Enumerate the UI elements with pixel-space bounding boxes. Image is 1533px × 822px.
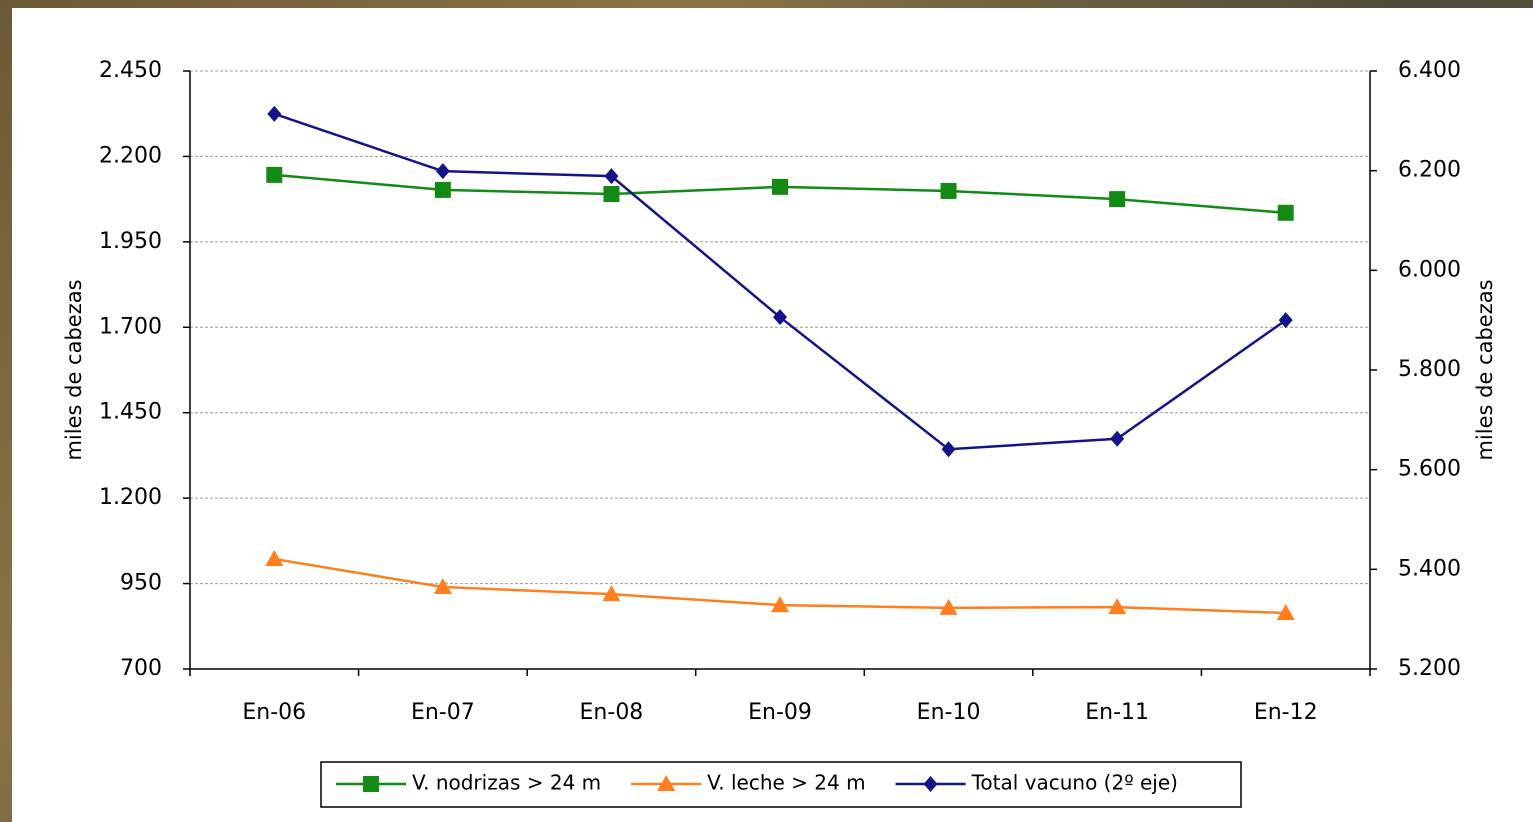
data-point (1109, 191, 1126, 208)
data-point (267, 105, 282, 122)
legend-label: V. nodrizas > 24 m (412, 771, 601, 795)
data-point (1276, 603, 1295, 620)
legend-label: Total vacuno (2º eje) (971, 771, 1178, 795)
legend-marker (657, 775, 676, 791)
y-tick-label: 1.200 (99, 485, 162, 510)
y2-tick-label: 6.000 (1398, 257, 1461, 282)
data-point (603, 186, 620, 203)
y2-tick-label: 5.400 (1398, 556, 1461, 581)
data-point (1108, 598, 1127, 615)
y2-tick-label: 6.200 (1398, 158, 1461, 183)
y-axis-title: miles de cabezas (62, 279, 86, 460)
y2-tick-label: 5.200 (1398, 656, 1461, 681)
x-tick-label: En-11 (1085, 700, 1149, 725)
x-tick-label: En-08 (580, 700, 644, 725)
data-point (1278, 312, 1293, 329)
data-point (434, 181, 451, 198)
y-tick-label: 700 (120, 656, 162, 681)
y2-tick-label: 6.400 (1398, 58, 1461, 83)
data-point (604, 168, 619, 185)
data-point (773, 309, 787, 326)
data-point (1110, 430, 1125, 447)
y-tick-label: 2.450 (99, 58, 162, 83)
data-point (1277, 204, 1294, 221)
x-tick-label: En-10 (917, 700, 981, 725)
legend-marker (363, 776, 379, 792)
y-tick-label: 2.200 (99, 143, 162, 168)
x-tick-label: En-12 (1254, 700, 1318, 725)
x-tick-label: En-09 (748, 700, 812, 725)
legend-box (320, 761, 1242, 808)
data-point (940, 182, 957, 199)
y-tick-label: 1.700 (99, 314, 162, 339)
y2-tick-label: 5.800 (1398, 357, 1461, 382)
data-point (265, 549, 284, 566)
data-point (266, 166, 283, 183)
y-tick-label: 1.450 (99, 400, 162, 425)
data-point (433, 577, 452, 594)
data-point (939, 598, 958, 615)
data-point (772, 178, 788, 195)
x-tick-label: En-06 (242, 700, 306, 725)
legend-marker (923, 776, 938, 792)
data-point (771, 596, 789, 613)
data-point (941, 441, 956, 458)
y-tick-label: 1.950 (99, 229, 162, 254)
legend-label: V. leche > 24 m (707, 771, 865, 795)
data-point (602, 585, 621, 602)
y2-axis-title: miles de cabezas (1473, 279, 1497, 460)
data-point (435, 163, 450, 180)
chart-panel (12, 8, 1533, 822)
y2-tick-label: 5.600 (1398, 457, 1461, 482)
y-tick-label: 950 (120, 571, 162, 596)
x-tick-label: En-07 (411, 700, 475, 725)
